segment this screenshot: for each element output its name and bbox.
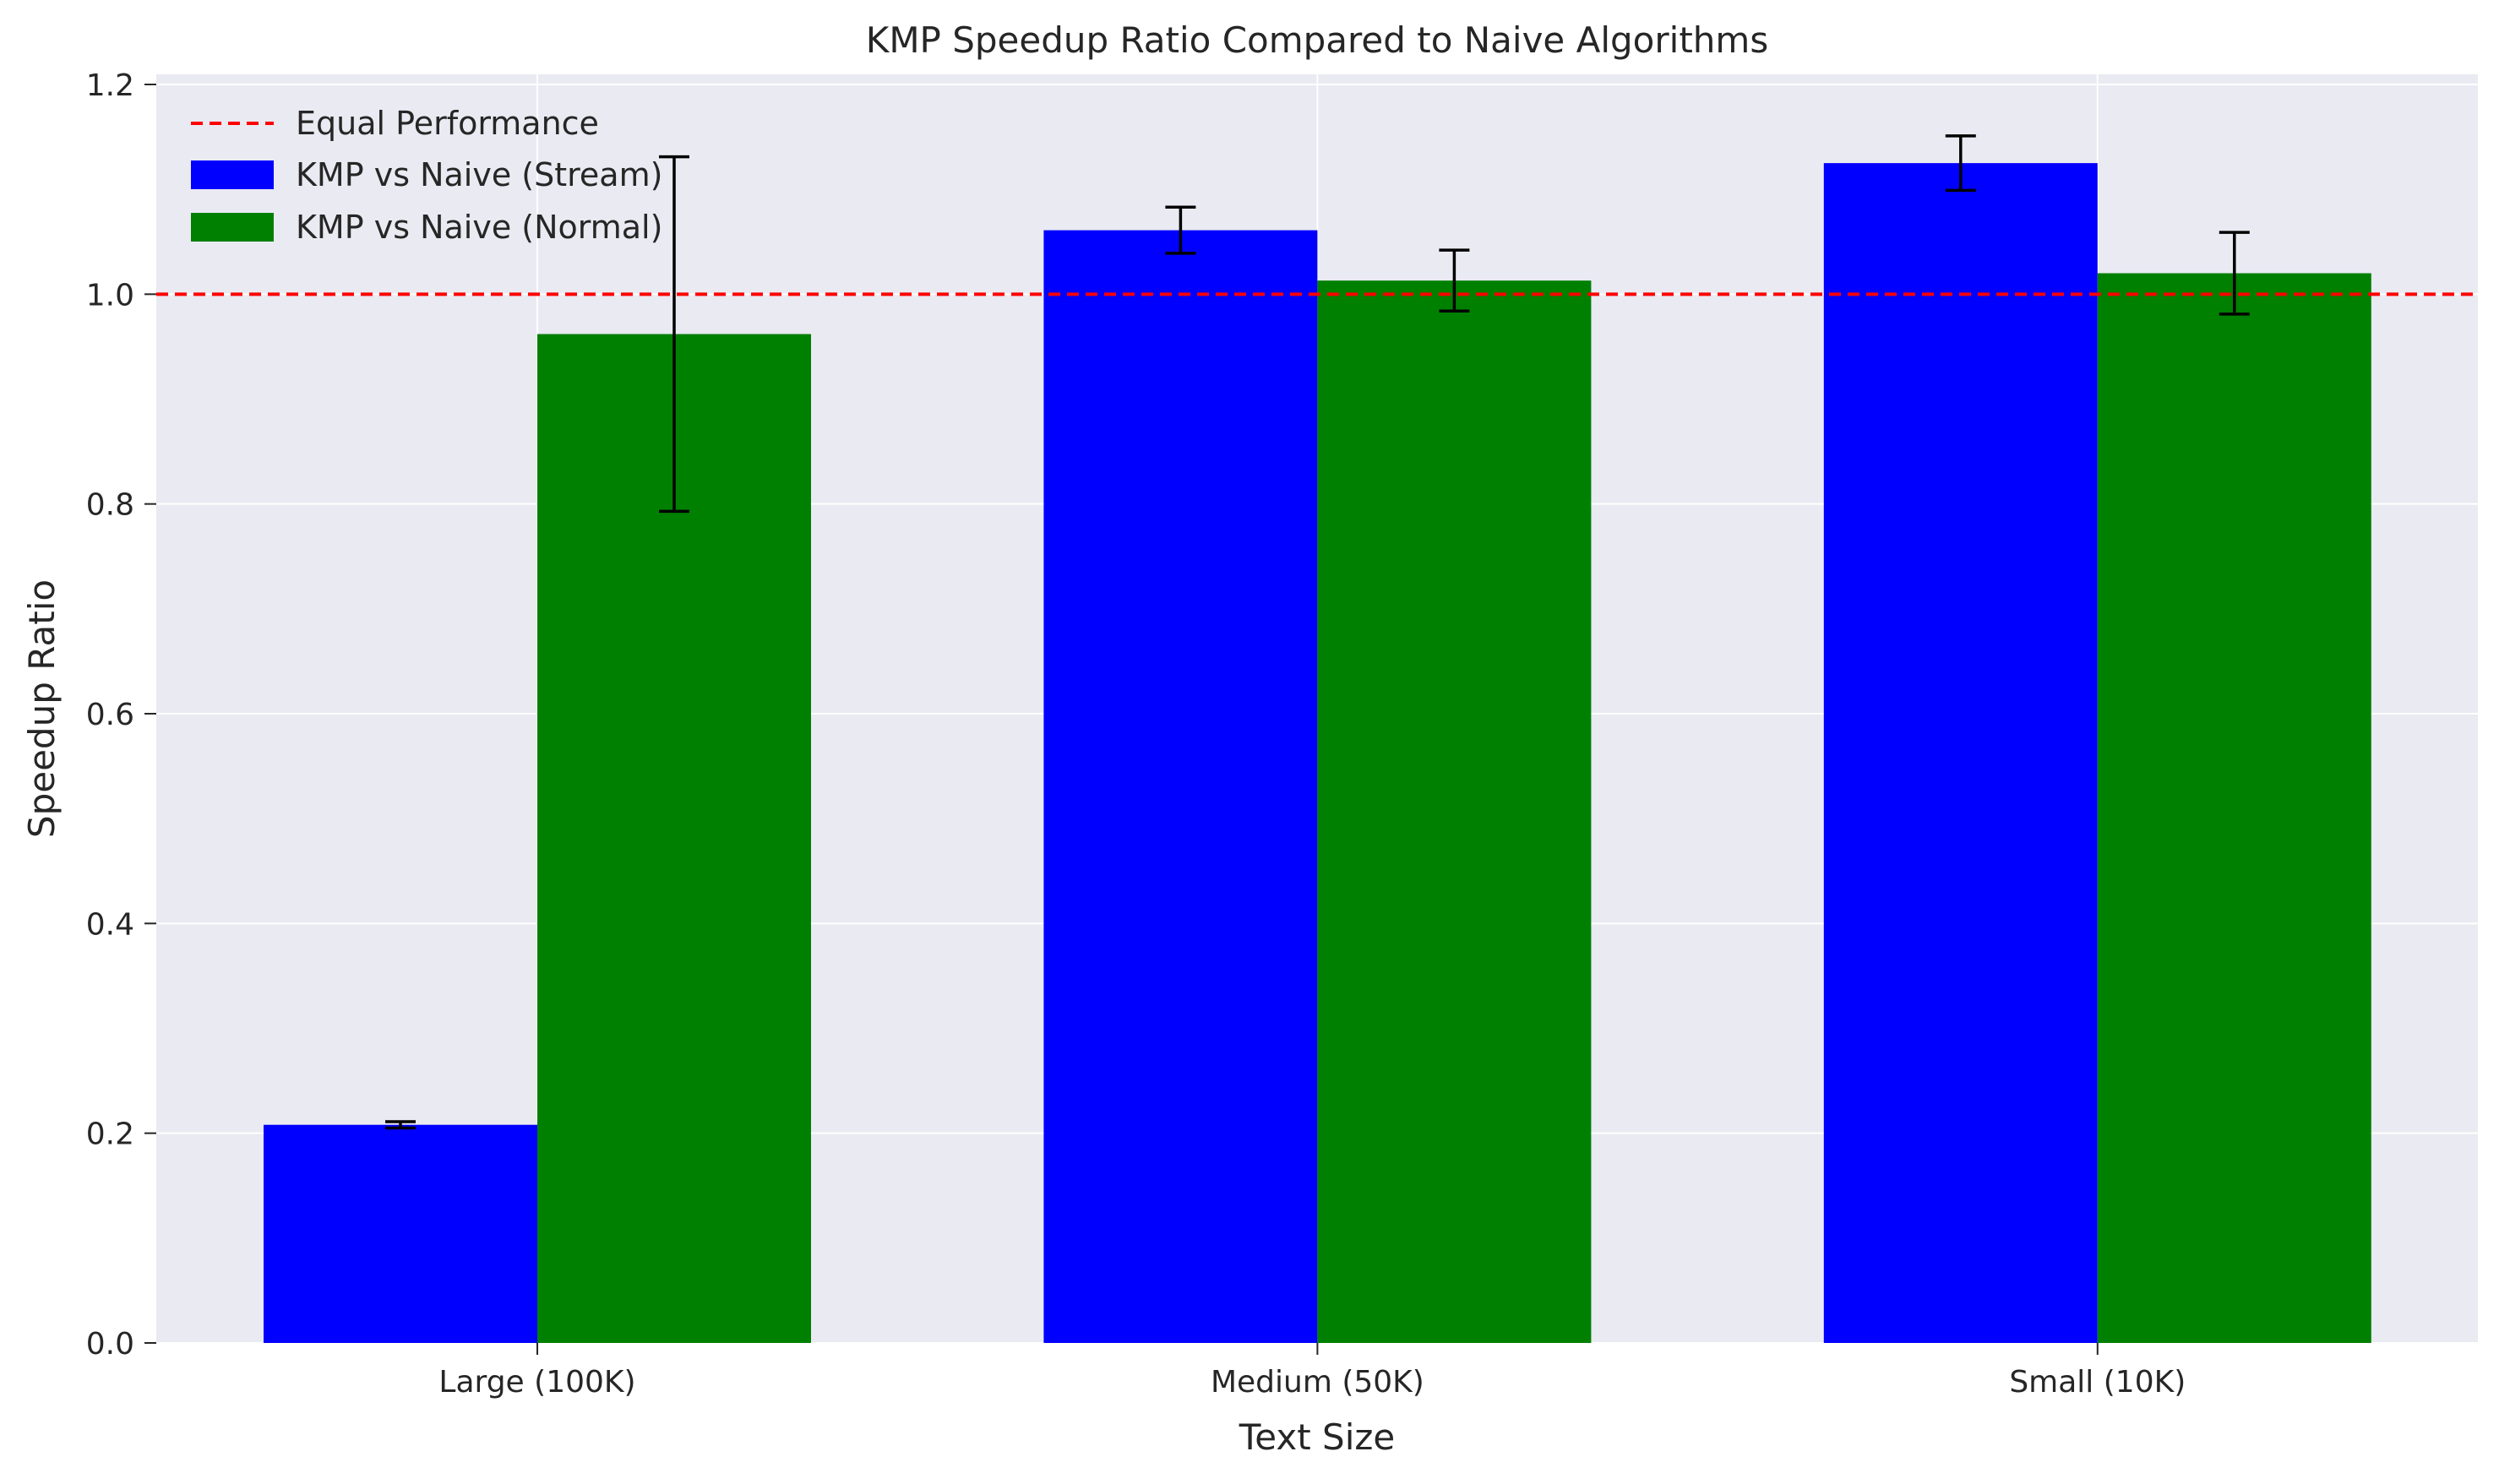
x-tick-label: Small (10K): [2009, 1365, 2186, 1400]
y-tick-label: 1.2: [86, 68, 134, 103]
x-tick-label: Medium (50K): [1211, 1365, 1424, 1400]
legend-label-equal-performance: Equal Performance: [296, 105, 599, 142]
y-axis-label: Speedup Ratio: [21, 579, 63, 838]
legend-label-normal: KMP vs Naive (Normal): [296, 209, 662, 246]
bar-normal: [2097, 273, 2371, 1343]
x-axis-label: Text Size: [1239, 1416, 1396, 1458]
legend-swatch-normal: [191, 213, 274, 242]
x-tick-label: Large (100K): [438, 1365, 635, 1400]
y-tick-label: 0.6: [86, 698, 134, 732]
axes: 0.0 0.2 0.4 0.6 0.8 1.0 1.2 Large (100K) Medium …: [86, 68, 2186, 1400]
bar-normal: [1317, 280, 1592, 1344]
legend-label-stream: KMP vs Naive (Stream): [296, 156, 662, 193]
bars: [264, 163, 2371, 1344]
error-bars: [385, 134, 2250, 1130]
y-tick-label: 1.0: [86, 278, 134, 313]
y-tick-label: 0.0: [86, 1327, 134, 1362]
bar-stream: [264, 1124, 537, 1343]
y-tick-label: 0.2: [86, 1117, 134, 1152]
legend-swatch-stream: [191, 160, 274, 189]
chart-title: KMP Speedup Ratio Compared to Naive Algo…: [866, 19, 1768, 61]
legend: Equal Performance KMP vs Naive (Stream) …: [191, 105, 662, 246]
bar-stream: [1043, 230, 1318, 1343]
y-tick-label: 0.4: [86, 907, 134, 942]
y-tick-label: 0.8: [86, 488, 134, 523]
bar-stream: [1823, 163, 2098, 1343]
